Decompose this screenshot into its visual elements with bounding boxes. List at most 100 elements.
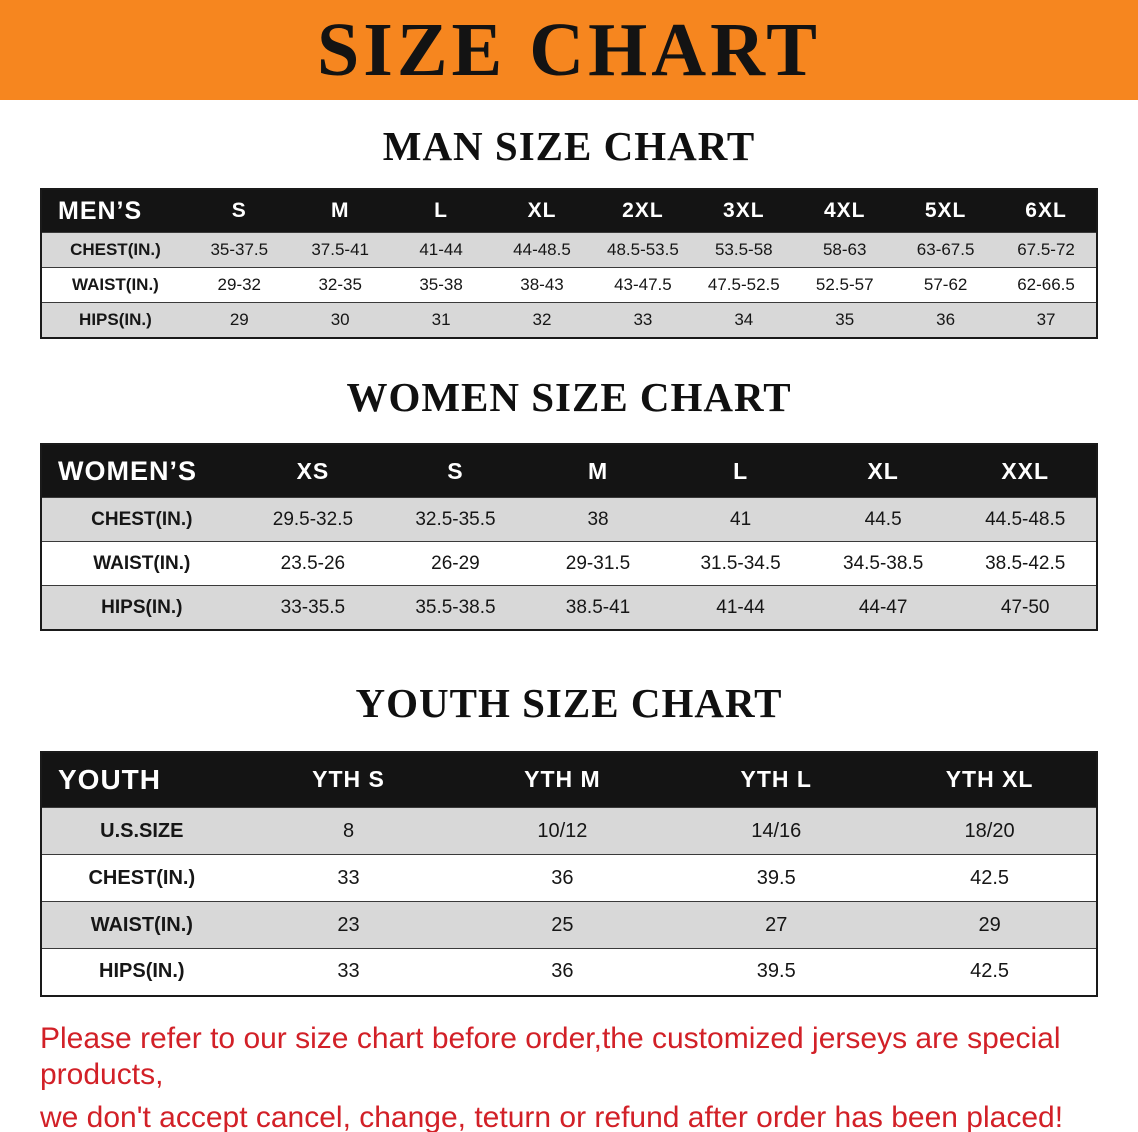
size-column-header: 6XL: [996, 188, 1097, 233]
value-cell: 63-67.5: [895, 232, 997, 268]
table-row: U.S.SIZE 8 10/12 14/16 18/20: [41, 807, 1097, 855]
value-cell: 39.5: [669, 854, 884, 902]
size-column-header: YTH L: [669, 751, 884, 808]
value-cell: 44.5-48.5: [954, 497, 1097, 542]
size-column-header: YTH M: [455, 751, 670, 808]
row-label-cell: HIPS(IN.): [41, 585, 242, 630]
value-cell: 23.5-26: [241, 541, 385, 586]
row-label-cell: WAIST(IN.): [41, 267, 189, 303]
row-label-cell: WAIST(IN.): [41, 901, 242, 949]
value-cell: 32-35: [289, 267, 391, 303]
size-column-header: 3XL: [693, 188, 795, 233]
women-section-heading: WOMEN SIZE CHART: [346, 373, 792, 420]
value-cell: 32.5-35.5: [384, 497, 527, 542]
value-cell: 35.5-38.5: [384, 585, 527, 630]
size-column-header: YTH XL: [883, 751, 1097, 808]
size-column-header: L: [669, 443, 812, 498]
value-cell: 31: [390, 302, 492, 338]
value-cell: 43-47.5: [592, 267, 694, 303]
value-cell: 32: [491, 302, 593, 338]
value-cell: 47.5-52.5: [693, 267, 795, 303]
value-cell: 37.5-41: [289, 232, 391, 268]
table-row: WAIST(IN.) 29-32 32-35 35-38 38-43 43-47.5 47.…: [41, 267, 1097, 303]
value-cell: 44-47: [811, 585, 955, 630]
value-cell: 36: [895, 302, 997, 338]
men-size-section: MAN SIZE CHART MEN’S S M L XL 2XL 3XL 4XL 5XL 6XL…: [0, 123, 1138, 339]
value-cell: 37: [996, 302, 1097, 338]
youth-size-section: YOUTH SIZE CHART YOUTH YTH S YTH M YTH L YTH…: [0, 679, 1138, 997]
table-row: HIPS(IN.) 33-35.5 35.5-38.5 38.5-41 41-44 44-…: [41, 585, 1097, 630]
value-cell: 29.5-32.5: [241, 497, 385, 542]
value-cell: 44.5: [811, 497, 955, 542]
size-column-header: M: [526, 443, 670, 498]
value-cell: 29: [188, 302, 290, 338]
value-cell: 35-38: [390, 267, 492, 303]
value-cell: 62-66.5: [996, 267, 1097, 303]
table-row: CHEST(IN.) 29.5-32.5 32.5-35.5 38 41 44.5 44.5…: [41, 497, 1097, 542]
value-cell: 41: [669, 497, 812, 542]
row-label-cell: U.S.SIZE: [41, 807, 242, 855]
size-column-header: XS: [241, 443, 385, 498]
women-size-table: WOMEN’S XS S M L XL XXL CHEST(IN.) 29.5-32.5 32.5…: [40, 442, 1098, 631]
value-cell: 67.5-72: [996, 232, 1097, 268]
size-column-header: M: [289, 188, 391, 233]
size-column-header: XL: [811, 443, 955, 498]
size-column-header: 4XL: [794, 188, 896, 233]
value-cell: 39.5: [669, 948, 884, 996]
row-label-cell: WAIST(IN.): [41, 541, 242, 586]
youth-size-table: YOUTH YTH S YTH M YTH L YTH XL U.S.SIZE 8 10/12…: [40, 750, 1098, 997]
page-title: SIZE CHART: [316, 8, 821, 92]
size-column-header: L: [390, 188, 492, 233]
value-cell: 48.5-53.5: [592, 232, 694, 268]
value-cell: 34: [693, 302, 795, 338]
value-cell: 42.5: [883, 854, 1097, 902]
table-row: HIPS(IN.) 29 30 31 32 33 34 35 36 37: [41, 302, 1097, 338]
size-column-header: YTH S: [241, 751, 456, 808]
value-cell: 41-44: [390, 232, 492, 268]
disclaimer-text: Please refer to our size chart before or…: [40, 1021, 1098, 1132]
table-title-cell: WOMEN’S: [41, 443, 242, 498]
value-cell: 33-35.5: [241, 585, 385, 630]
table-title-cell: YOUTH: [41, 751, 242, 808]
value-cell: 14/16: [669, 807, 884, 855]
value-cell: 35: [794, 302, 896, 338]
table-row: WAIST(IN.) 23.5-26 26-29 29-31.5 31.5-34.5 34…: [41, 541, 1097, 586]
value-cell: 38.5-41: [526, 585, 670, 630]
value-cell: 38.5-42.5: [954, 541, 1097, 586]
value-cell: 33: [592, 302, 694, 338]
value-cell: 27: [669, 901, 884, 949]
value-cell: 18/20: [883, 807, 1097, 855]
value-cell: 26-29: [384, 541, 527, 586]
table-title-cell: MEN’S: [41, 188, 189, 233]
men-size-table: MEN’S S M L XL 2XL 3XL 4XL 5XL 6XL CHEST(IN.) 35-37…: [40, 187, 1098, 339]
size-column-header: 5XL: [895, 188, 997, 233]
value-cell: 31.5-34.5: [669, 541, 812, 586]
size-column-header: 2XL: [592, 188, 694, 233]
value-cell: 25: [455, 901, 670, 949]
value-cell: 36: [455, 854, 670, 902]
table-row: CHEST(IN.) 35-37.5 37.5-41 41-44 44-48.5 48.5…: [41, 232, 1097, 268]
value-cell: 8: [241, 807, 456, 855]
youth-section-heading: YOUTH SIZE CHART: [355, 679, 783, 726]
disclaimer-line: Please refer to our size chart before or…: [40, 1021, 1061, 1091]
value-cell: 35-37.5: [188, 232, 290, 268]
value-cell: 36: [455, 948, 670, 996]
size-column-header: S: [188, 188, 290, 233]
value-cell: 57-62: [895, 267, 997, 303]
disclaimer-line: we don't accept cancel, change, teturn o…: [40, 1100, 1064, 1132]
value-cell: 33: [241, 948, 456, 996]
row-label-cell: HIPS(IN.): [41, 948, 242, 996]
value-cell: 29-32: [188, 267, 290, 303]
row-label-cell: HIPS(IN.): [41, 302, 189, 338]
value-cell: 34.5-38.5: [811, 541, 955, 586]
value-cell: 29: [883, 901, 1097, 949]
row-label-cell: CHEST(IN.): [41, 497, 242, 542]
size-column-header: XL: [491, 188, 593, 233]
size-column-header: S: [384, 443, 527, 498]
value-cell: 52.5-57: [794, 267, 896, 303]
banner: SIZE CHART: [0, 0, 1138, 100]
value-cell: 30: [289, 302, 391, 338]
value-cell: 29-31.5: [526, 541, 670, 586]
table-row: HIPS(IN.) 33 36 39.5 42.5: [41, 948, 1097, 996]
